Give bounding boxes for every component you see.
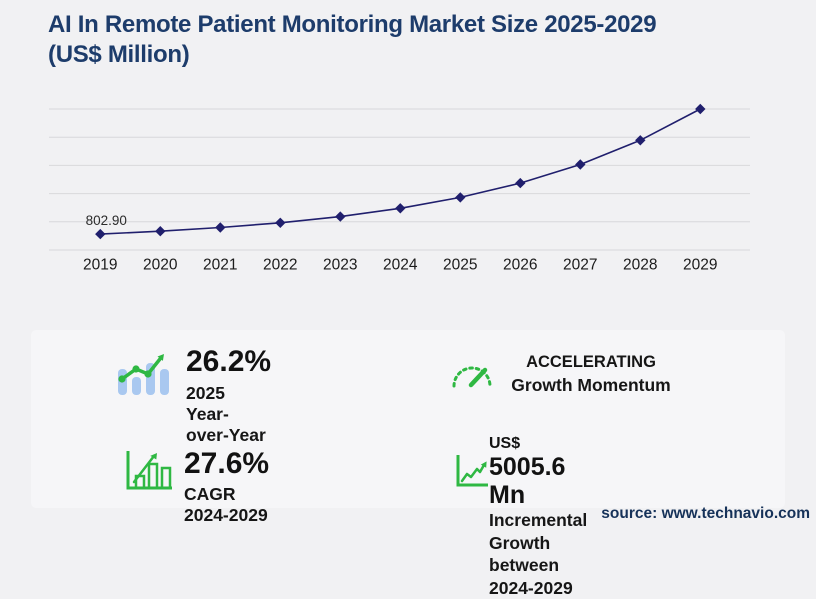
x-axis-label: 2020 [143, 257, 178, 274]
momentum-label: Growth Momentum [511, 375, 671, 395]
incremental-currency: US$ [489, 435, 521, 452]
x-axis-label: 2028 [623, 257, 657, 274]
incremental-value-line: US$ 5005.6 Mn [489, 435, 587, 509]
point-value-label: 802.90 [86, 213, 127, 228]
stat-yoy-text: 26.2% 2025 Year-over-Year [186, 346, 271, 446]
data-point [455, 192, 466, 203]
data-point [695, 103, 706, 115]
source-attribution: source: www.technavio.com [601, 505, 810, 522]
data-point [515, 177, 526, 189]
x-axis-label: 2027 [563, 257, 597, 274]
incremental-label-line2: between 2024-2029 [489, 555, 573, 598]
data-point [395, 203, 406, 214]
x-axis-label: 2023 [323, 257, 357, 274]
series-line [100, 108, 701, 235]
momentum-value: ACCELERATING [526, 353, 656, 371]
data-point [635, 135, 646, 146]
bar-chart-trend-icon [118, 354, 169, 395]
x-axis-label: 2022 [263, 257, 297, 274]
data-point [95, 228, 106, 240]
cagr-value: 27.6% [184, 447, 270, 480]
x-axis-label: 2026 [503, 257, 537, 274]
speedometer-icon [452, 366, 492, 388]
stat-cagr-text: 27.6% CAGR 2024-2029 [184, 448, 269, 526]
incremental-value: 5005.6 Mn [489, 453, 566, 509]
data-point [155, 226, 166, 237]
incremental-label-line1: Incremental Growth [489, 510, 588, 553]
page-title-line1: AI In Remote Patient Monitoring Market S… [48, 11, 657, 38]
market-size-line-chart: 802.90 2019 2020 2021 2022 2023 2024 2025 2026 20… [49, 103, 750, 274]
data-point [335, 211, 346, 222]
line-growth-icon [456, 455, 488, 487]
data-point [575, 159, 586, 170]
stat-momentum-text: ACCELERATING Growth Momentum [505, 352, 677, 396]
x-axis-label: 2021 [203, 257, 237, 274]
page-title: AI In Remote Patient Monitoring Market S… [48, 10, 758, 70]
x-axis-label: 2019 [83, 257, 117, 274]
stat-incremental-text: US$ 5005.6 Mn Incremental Growth between… [489, 435, 587, 599]
yoy-value: 26.2% [186, 345, 272, 378]
x-axis-label: 2024 [383, 257, 418, 274]
x-axis-label: 2029 [683, 257, 717, 274]
data-point [275, 217, 286, 228]
x-axis-label: 2025 [443, 257, 477, 274]
cagr-label: CAGR 2024-2029 [184, 484, 268, 525]
data-point [215, 222, 226, 233]
page-title-line2: (US$ Million) [48, 41, 190, 68]
growth-bars-icon [126, 451, 172, 490]
yoy-label: 2025 Year-over-Year [186, 383, 266, 445]
